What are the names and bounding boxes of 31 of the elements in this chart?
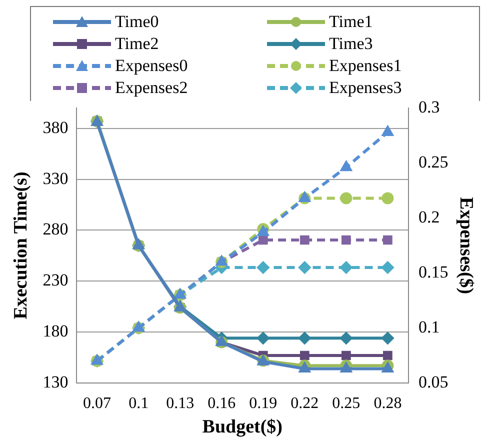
y2-tick-label: 0.1: [418, 317, 440, 336]
x-tick-label: 0.13: [166, 394, 194, 412]
y-tick-label: 180: [42, 322, 68, 341]
y2-tick-label: 0.25: [418, 152, 448, 172]
y-tick-label: 130: [42, 372, 68, 392]
x-tick-label: 0.25: [332, 394, 360, 412]
legend-label: Time0: [115, 11, 159, 33]
y-axis-title: Execution Time(s): [10, 172, 32, 320]
x-axis-title: Budget($): [202, 416, 282, 438]
y-tick-label: 380: [42, 118, 68, 137]
x-tick-label: 0.16: [208, 394, 236, 412]
y2-tick-label: 0.05: [418, 372, 448, 392]
y-tick-label: 230: [42, 270, 68, 290]
y2-tick-label: 0.15: [418, 262, 448, 282]
x-tick-label: 0.28: [374, 394, 402, 412]
y2-tick-label: 0.2: [418, 207, 440, 226]
legend-label: Expenses3: [329, 77, 402, 99]
legend-label: Time3: [329, 33, 373, 55]
x-tick-label: 0.19: [249, 394, 278, 412]
y-tick-label: 330: [42, 168, 68, 188]
legend-label: Expenses1: [329, 55, 402, 77]
y2-tick-label: 0.3: [418, 97, 440, 116]
x-tick-label: 0.22: [290, 394, 319, 412]
legend-label: Time1: [329, 11, 373, 33]
y2-axis-title: Expenses($): [456, 196, 477, 294]
legend-label: Expenses2: [115, 77, 188, 99]
x-tick-label: 0.1: [128, 394, 149, 412]
legend-label: Time2: [115, 33, 159, 55]
legend-label: Expenses0: [115, 55, 188, 77]
x-tick-label: 0.07: [83, 394, 112, 412]
y-tick-label: 280: [42, 220, 68, 239]
